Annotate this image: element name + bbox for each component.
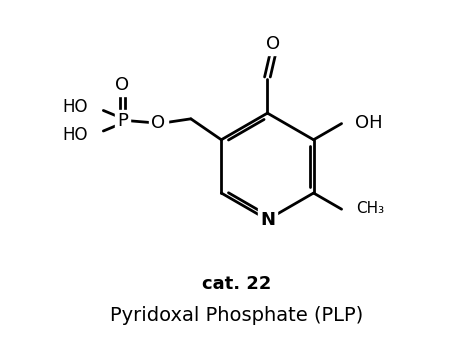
- Text: N: N: [260, 211, 275, 229]
- Text: O: O: [266, 35, 280, 53]
- Text: O: O: [152, 114, 165, 132]
- Text: cat. 22: cat. 22: [202, 275, 272, 293]
- Text: CH₃: CH₃: [356, 201, 384, 216]
- Text: HO: HO: [63, 126, 88, 144]
- Text: OH: OH: [355, 114, 383, 132]
- Text: P: P: [117, 112, 128, 130]
- Text: O: O: [115, 76, 129, 94]
- Text: Pyridoxal Phosphate (PLP): Pyridoxal Phosphate (PLP): [110, 306, 364, 325]
- Text: HO: HO: [63, 98, 88, 116]
